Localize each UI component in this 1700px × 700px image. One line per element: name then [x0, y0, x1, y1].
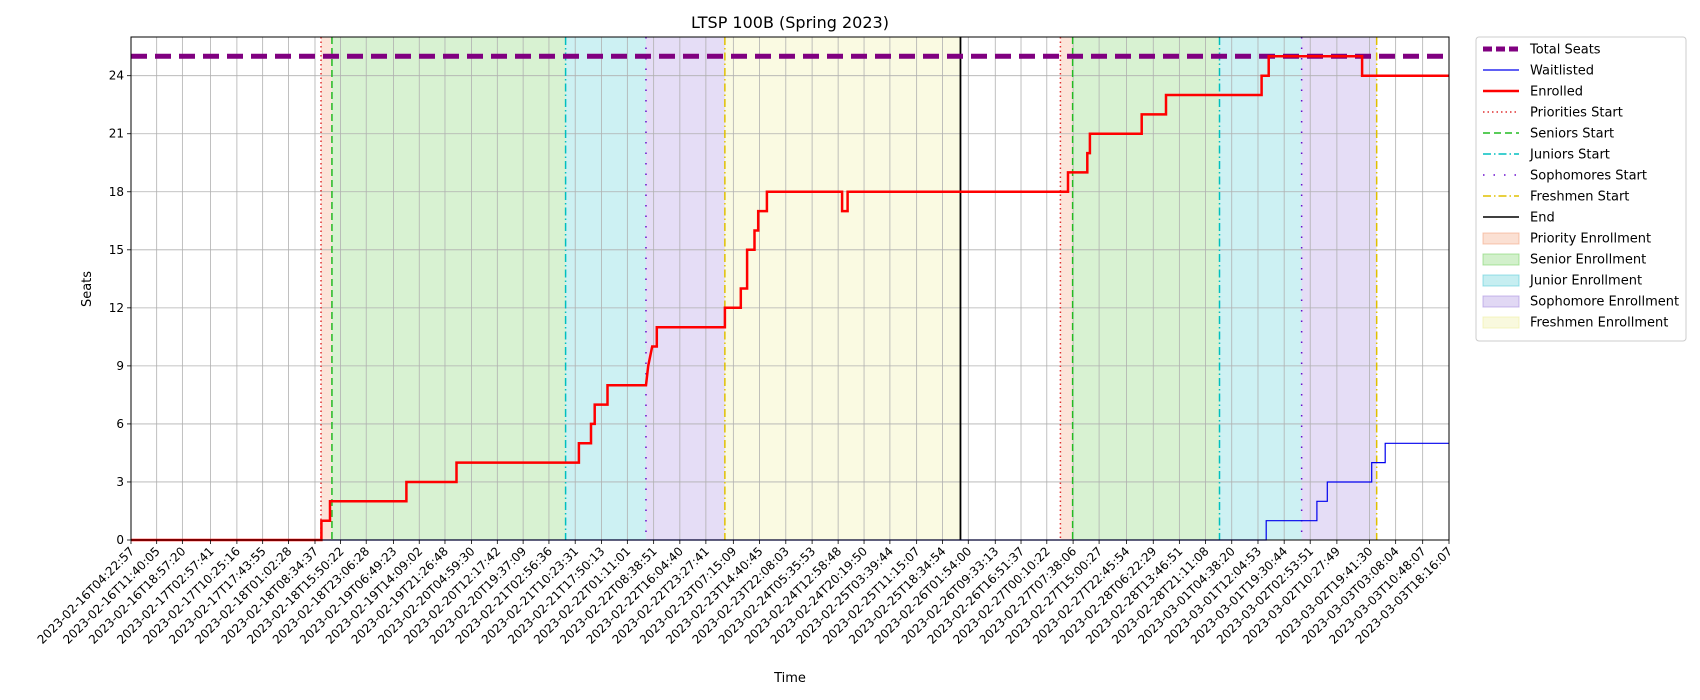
phase-band-5 — [1060, 37, 1073, 540]
legend-label: Priority Enrollment — [1530, 232, 1651, 247]
y-tick-label: 24 — [109, 69, 124, 83]
y-tick-label: 18 — [109, 185, 124, 199]
y-tick-label: 6 — [116, 417, 124, 431]
y-axis-label: Seats — [80, 271, 95, 307]
series-lines — [131, 53, 1449, 542]
legend-label: Waitlisted — [1530, 64, 1594, 79]
phase-band-3 — [645, 37, 725, 540]
phase-band-2 — [565, 37, 646, 540]
y-axis: 0 3 6 9 12 15 18 21 24 — [109, 69, 131, 547]
legend-label: Enrolled — [1530, 85, 1583, 100]
legend: Total Seats Waitlisted Enrolled Priorities … — [1475, 36, 1687, 342]
grid-lines — [130, 37, 1450, 541]
phase-markers — [320, 37, 1378, 540]
phase-band-1 — [331, 37, 566, 540]
legend-label: Junior Enrollment — [1529, 274, 1642, 289]
legend-label: Freshmen Start — [1530, 190, 1629, 205]
chart-title: LTSP 100B (Spring 2023) — [691, 13, 889, 32]
legend-label: Priorities Start — [1530, 106, 1623, 121]
legend-label: Sophomore Enrollment — [1530, 295, 1679, 310]
plot-frame — [130, 36, 1450, 541]
phase-band-0 — [321, 37, 332, 540]
legend-swatch — [1482, 295, 1520, 308]
legend-frame — [1475, 36, 1687, 342]
legend-swatch — [1482, 232, 1520, 245]
legend-swatch — [1482, 316, 1520, 329]
legend-label: Total Seats — [1529, 43, 1601, 58]
phase-band-6 — [1072, 37, 1220, 540]
y-tick-label: 21 — [109, 127, 124, 141]
phase-band-8 — [1301, 37, 1377, 540]
legend-swatch — [1482, 274, 1520, 287]
series-line-waitlisted — [131, 442, 1449, 541]
legend-label: Senior Enrollment — [1530, 253, 1646, 268]
series-line-enrolled — [131, 55, 1449, 542]
y-tick-label: 0 — [116, 533, 124, 547]
y-tick-label: 12 — [109, 301, 124, 315]
y-tick-label: 9 — [116, 359, 124, 373]
legend-swatch — [1482, 253, 1520, 266]
x-axis: 2023-02-16T04:22:572023-02-16T11:40:0520… — [35, 540, 1455, 647]
phase-band-7 — [1219, 37, 1302, 540]
legend-label: End — [1530, 211, 1555, 226]
phase-bands — [321, 37, 1377, 540]
legend-label: Juniors Start — [1529, 148, 1610, 163]
y-tick-label: 3 — [116, 475, 124, 489]
x-axis-label: Time — [773, 671, 806, 686]
legend-label: Sophomores Start — [1530, 169, 1647, 184]
legend-label: Freshmen Enrollment — [1530, 316, 1668, 331]
legend-label: Seniors Start — [1530, 127, 1614, 142]
y-tick-label: 15 — [109, 243, 124, 257]
phase-band-4 — [724, 37, 961, 540]
